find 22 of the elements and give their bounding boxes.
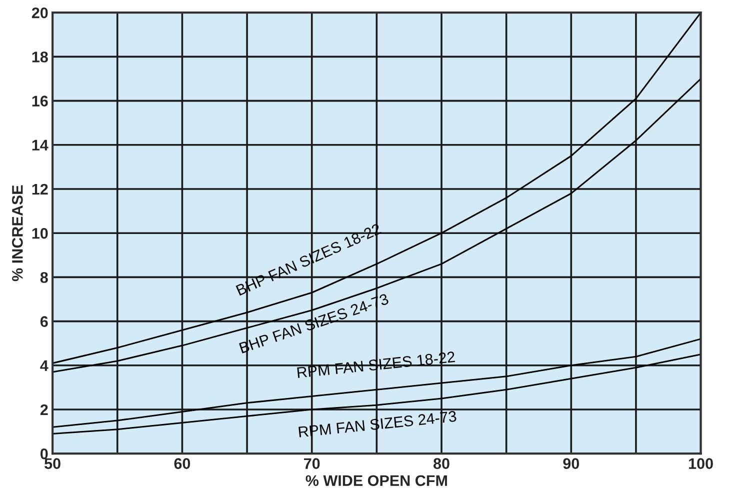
y-tick-label: 20 bbox=[32, 7, 48, 18]
y-tick-label: 14 bbox=[32, 140, 48, 150]
x-tick-label: 80 bbox=[433, 458, 450, 469]
text: BHP FAN SIZES 18-22 bbox=[236, 223, 382, 296]
x-tick-label: 70 bbox=[304, 458, 320, 469]
text: RPM FAN SIZES 24-73 bbox=[298, 410, 457, 438]
y-tick-label: 10 bbox=[32, 228, 48, 239]
x-tick-label: 90 bbox=[563, 458, 580, 469]
y-tick-label: 16 bbox=[32, 96, 48, 106]
y-tick-label: 6 bbox=[40, 316, 48, 327]
y-tick-label: 18 bbox=[32, 52, 48, 62]
y-tick-label: 0 bbox=[40, 448, 48, 460]
y-tick-label: 2 bbox=[40, 404, 48, 416]
x-tick-label: 50 bbox=[44, 458, 60, 469]
x-tick-label: 100 bbox=[689, 458, 713, 469]
text: RPM FAN SIZES 18-22 bbox=[297, 351, 456, 378]
x-axis-title: % WIDE OPEN CFM bbox=[306, 475, 447, 486]
y-tick-label: 4 bbox=[40, 360, 48, 371]
y-axis-title: % INCREASE bbox=[12, 185, 23, 282]
y-tick-label: 12 bbox=[32, 184, 48, 195]
x-tick-label: 60 bbox=[174, 458, 190, 469]
y-tick-label: 8 bbox=[40, 272, 48, 283]
